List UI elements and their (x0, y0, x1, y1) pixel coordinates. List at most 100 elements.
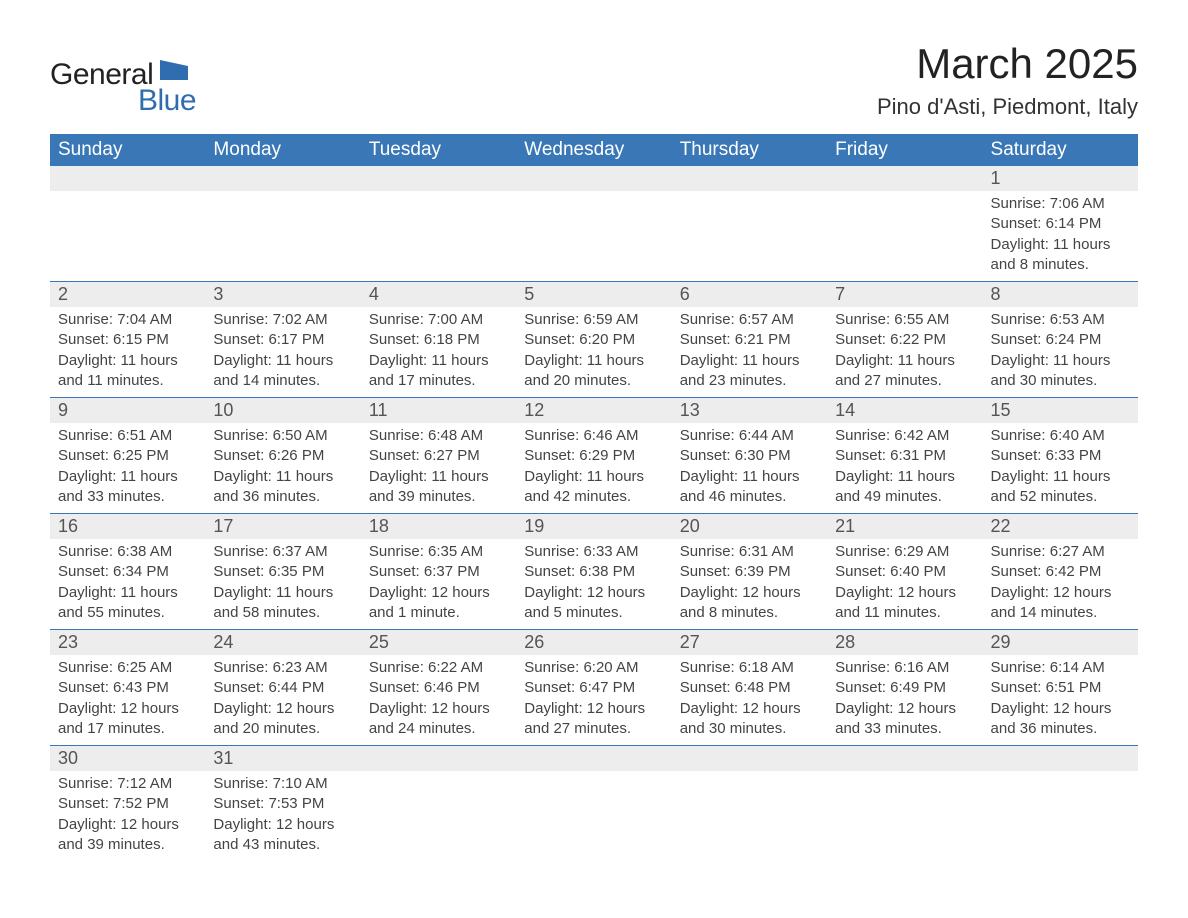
day-number: 3 (205, 282, 360, 307)
daylight-label: Daylight: 11 hours and 14 minutes. (213, 351, 352, 392)
calendar-week-body: Sunrise: 7:06 AMSunset: 6:14 PMDaylight:… (50, 191, 1138, 282)
sunrise-label: Sunrise: 6:35 AM (369, 542, 508, 562)
sunrise-label: Sunrise: 7:12 AM (58, 774, 197, 794)
daylight-label: Daylight: 12 hours and 11 minutes. (835, 583, 974, 624)
daylight-label: Daylight: 11 hours and 49 minutes. (835, 467, 974, 508)
day-body: Sunrise: 6:44 AMSunset: 6:30 PMDaylight:… (672, 423, 827, 513)
daylight-label: Daylight: 12 hours and 17 minutes. (58, 699, 197, 740)
daylight-label: Daylight: 11 hours and 33 minutes. (58, 467, 197, 508)
sunrise-label: Sunrise: 6:51 AM (58, 426, 197, 446)
calendar-week-body: Sunrise: 6:25 AMSunset: 6:43 PMDaylight:… (50, 655, 1138, 746)
daylight-label: Daylight: 12 hours and 20 minutes. (213, 699, 352, 740)
day-number: 28 (827, 630, 982, 655)
calendar-body: 1Sunrise: 7:06 AMSunset: 6:14 PMDaylight… (50, 166, 1138, 861)
day-number: 29 (983, 630, 1138, 655)
sunset-label: Sunset: 6:30 PM (680, 446, 819, 466)
day-body: Sunrise: 6:23 AMSunset: 6:44 PMDaylight:… (205, 655, 360, 745)
day-body: Sunrise: 6:20 AMSunset: 6:47 PMDaylight:… (516, 655, 671, 745)
daylight-label: Daylight: 12 hours and 24 minutes. (369, 699, 508, 740)
daylight-label: Daylight: 12 hours and 14 minutes. (991, 583, 1130, 624)
day-body: Sunrise: 6:53 AMSunset: 6:24 PMDaylight:… (983, 307, 1138, 397)
day-number: 31 (205, 746, 360, 771)
daylight-label: Daylight: 11 hours and 42 minutes. (524, 467, 663, 508)
sunrise-label: Sunrise: 7:10 AM (213, 774, 352, 794)
day-number: 8 (983, 282, 1138, 307)
daylight-label: Daylight: 12 hours and 39 minutes. (58, 815, 197, 856)
day-number (672, 166, 827, 191)
day-number: 14 (827, 398, 982, 423)
day-body (672, 191, 827, 200)
day-number: 11 (361, 398, 516, 423)
daylight-label: Daylight: 11 hours and 55 minutes. (58, 583, 197, 624)
day-number (827, 746, 982, 771)
day-number: 1 (983, 166, 1138, 191)
daylight-label: Daylight: 11 hours and 30 minutes. (991, 351, 1130, 392)
sunset-label: Sunset: 6:14 PM (991, 214, 1130, 234)
daylight-label: Daylight: 12 hours and 27 minutes. (524, 699, 663, 740)
sunset-label: Sunset: 6:17 PM (213, 330, 352, 350)
sunset-label: Sunset: 6:33 PM (991, 446, 1130, 466)
location-label: Pino d'Asti, Piedmont, Italy (877, 94, 1138, 120)
day-body (672, 771, 827, 780)
day-number: 5 (516, 282, 671, 307)
sunset-label: Sunset: 6:47 PM (524, 678, 663, 698)
calendar-week-daynums: 3031 (50, 746, 1138, 772)
day-body: Sunrise: 6:42 AMSunset: 6:31 PMDaylight:… (827, 423, 982, 513)
sunrise-label: Sunrise: 6:22 AM (369, 658, 508, 678)
day-body: Sunrise: 7:04 AMSunset: 6:15 PMDaylight:… (50, 307, 205, 397)
day-number: 30 (50, 746, 205, 771)
logo-text-blue: Blue (138, 84, 196, 118)
calendar-week-body: Sunrise: 6:38 AMSunset: 6:34 PMDaylight:… (50, 539, 1138, 630)
day-body: Sunrise: 6:27 AMSunset: 6:42 PMDaylight:… (983, 539, 1138, 629)
day-body: Sunrise: 6:14 AMSunset: 6:51 PMDaylight:… (983, 655, 1138, 745)
day-number: 2 (50, 282, 205, 307)
sunrise-label: Sunrise: 7:00 AM (369, 310, 508, 330)
page-title: March 2025 (877, 40, 1138, 88)
sunrise-label: Sunrise: 6:53 AM (991, 310, 1130, 330)
day-body: Sunrise: 6:57 AMSunset: 6:21 PMDaylight:… (672, 307, 827, 397)
day-body: Sunrise: 6:35 AMSunset: 6:37 PMDaylight:… (361, 539, 516, 629)
sunrise-label: Sunrise: 6:48 AM (369, 426, 508, 446)
day-number (516, 166, 671, 191)
daylight-label: Daylight: 12 hours and 5 minutes. (524, 583, 663, 624)
day-body: Sunrise: 7:06 AMSunset: 6:14 PMDaylight:… (983, 191, 1138, 281)
sunset-label: Sunset: 6:46 PM (369, 678, 508, 698)
calendar-week-body: Sunrise: 6:51 AMSunset: 6:25 PMDaylight:… (50, 423, 1138, 514)
day-header: Sunday (50, 134, 205, 166)
day-number: 12 (516, 398, 671, 423)
day-number (672, 746, 827, 771)
daylight-label: Daylight: 12 hours and 8 minutes. (680, 583, 819, 624)
daylight-label: Daylight: 12 hours and 30 minutes. (680, 699, 819, 740)
day-body (827, 191, 982, 200)
day-body: Sunrise: 7:12 AMSunset: 7:52 PMDaylight:… (50, 771, 205, 861)
sunset-label: Sunset: 6:21 PM (680, 330, 819, 350)
day-body (516, 771, 671, 780)
sunset-label: Sunset: 6:49 PM (835, 678, 974, 698)
calendar-week-daynums: 9101112131415 (50, 398, 1138, 424)
calendar-week-daynums: 23242526272829 (50, 630, 1138, 656)
day-body (983, 771, 1138, 780)
day-number: 26 (516, 630, 671, 655)
calendar-week-body: Sunrise: 7:04 AMSunset: 6:15 PMDaylight:… (50, 307, 1138, 398)
daylight-label: Daylight: 11 hours and 39 minutes. (369, 467, 508, 508)
sunset-label: Sunset: 7:52 PM (58, 794, 197, 814)
day-header: Thursday (672, 134, 827, 166)
sunset-label: Sunset: 6:38 PM (524, 562, 663, 582)
day-body: Sunrise: 6:31 AMSunset: 6:39 PMDaylight:… (672, 539, 827, 629)
sunrise-label: Sunrise: 6:27 AM (991, 542, 1130, 562)
day-number: 6 (672, 282, 827, 307)
sunrise-label: Sunrise: 6:50 AM (213, 426, 352, 446)
daylight-label: Daylight: 11 hours and 8 minutes. (991, 235, 1130, 276)
day-number (361, 166, 516, 191)
sunrise-label: Sunrise: 6:46 AM (524, 426, 663, 446)
calendar-week-daynums: 2345678 (50, 282, 1138, 308)
day-body: Sunrise: 6:48 AMSunset: 6:27 PMDaylight:… (361, 423, 516, 513)
daylight-label: Daylight: 12 hours and 43 minutes. (213, 815, 352, 856)
sunrise-label: Sunrise: 6:40 AM (991, 426, 1130, 446)
day-header: Tuesday (361, 134, 516, 166)
day-number: 22 (983, 514, 1138, 539)
sunset-label: Sunset: 6:20 PM (524, 330, 663, 350)
day-number: 23 (50, 630, 205, 655)
sunrise-label: Sunrise: 6:59 AM (524, 310, 663, 330)
day-number (361, 746, 516, 771)
